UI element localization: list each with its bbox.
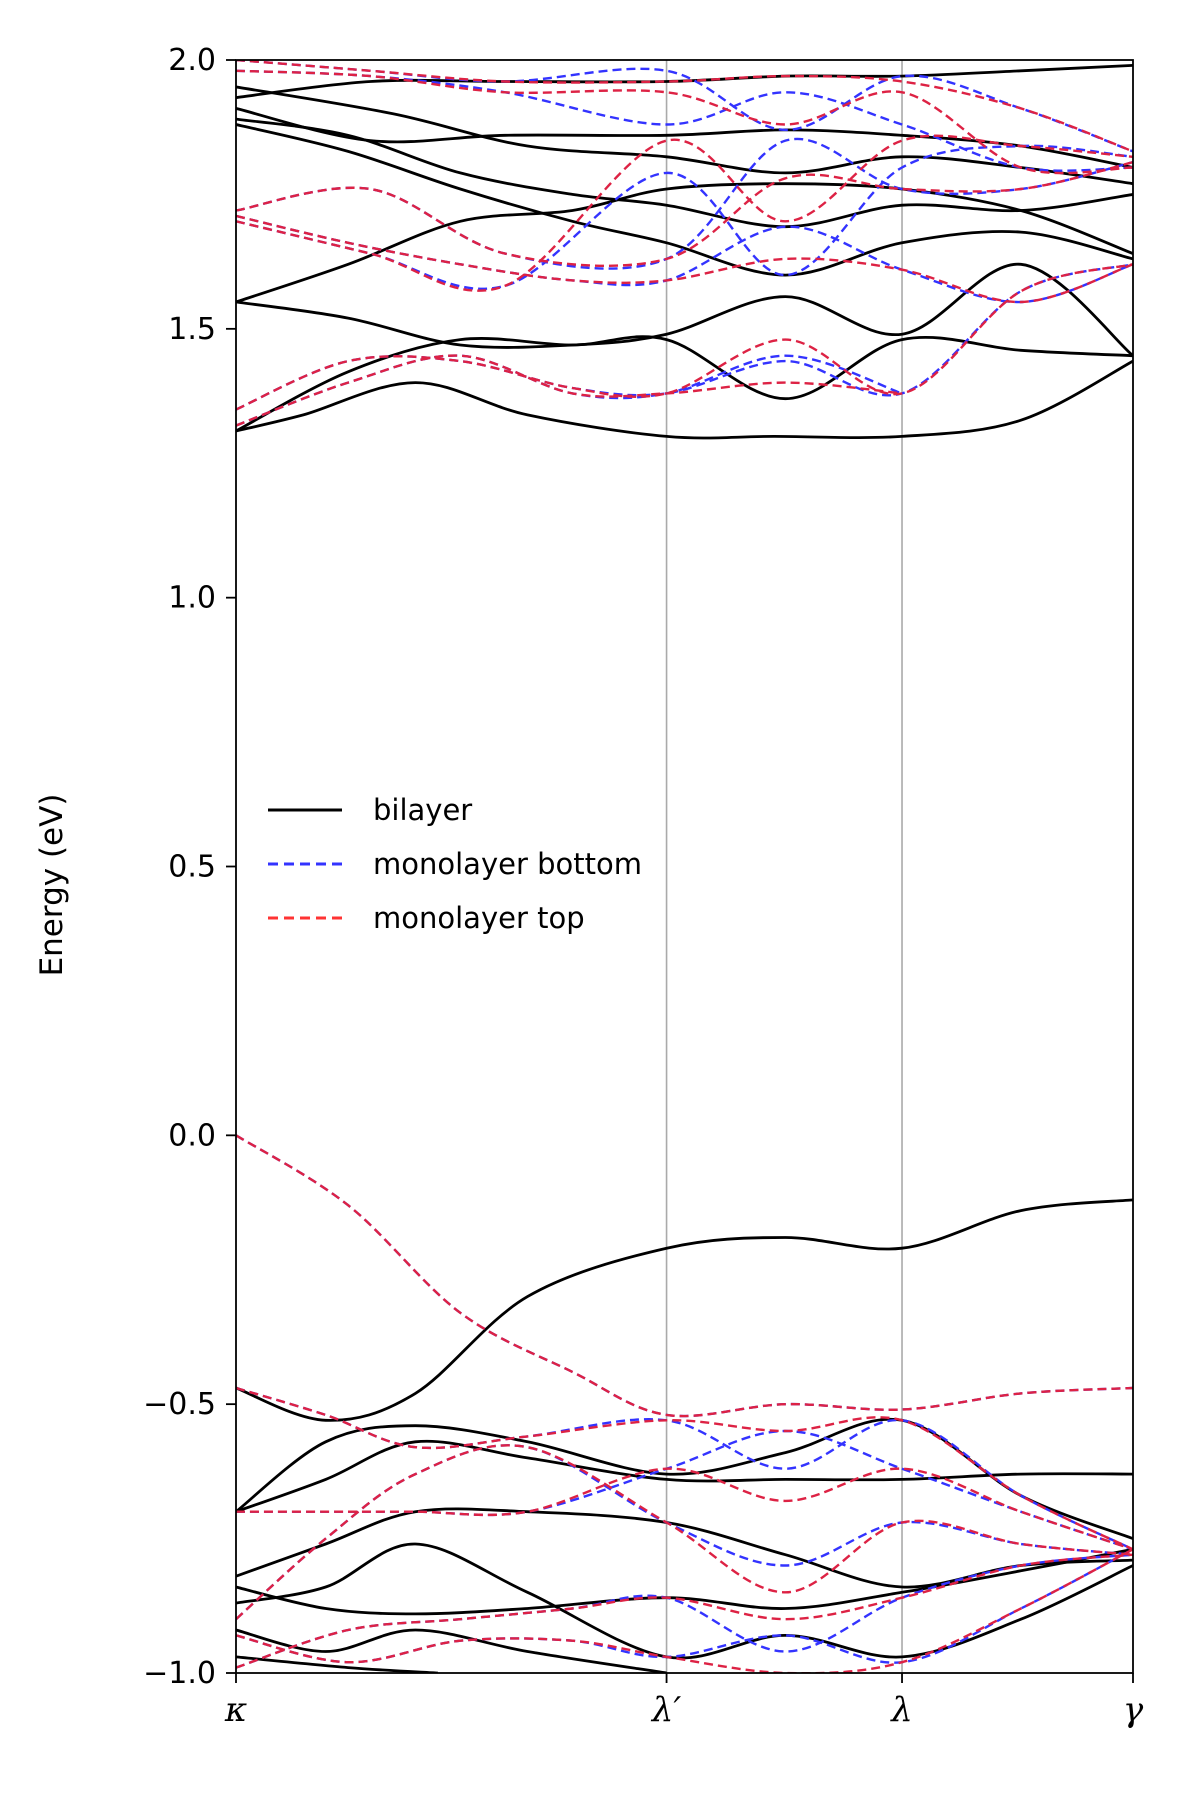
y-tick-label-5: −0.5	[143, 1387, 216, 1422]
y-ticks: 2.0 1.5 1.0 0.5 0.0 −0.5 −1.0	[143, 43, 236, 1691]
high-symmetry-lines	[665, 60, 903, 1673]
band-monolayer-bottom-6	[236, 60, 1133, 153]
band-bilayer-0	[236, 359, 1133, 440]
band-monolayer-top-11	[236, 1553, 1133, 1669]
band-bilayer-2	[236, 262, 1133, 357]
band-monolayer-top-12	[236, 1548, 1133, 1673]
band-bilayer-8	[236, 85, 1133, 186]
x-tick-label-0: κ	[224, 1690, 247, 1730]
y-tick-label-0: 2.0	[168, 43, 216, 78]
band-bilayer-6	[236, 107, 1133, 169]
legend-label-0: bilayer	[373, 793, 472, 827]
y-tick-label-3: 0.5	[168, 850, 216, 885]
y-axis-title: Energy (eV)	[34, 794, 70, 977]
band-lines	[236, 60, 1133, 1673]
band-bilayer-5	[236, 117, 1133, 229]
band-bilayer-4	[236, 123, 1133, 277]
y-tick-label-6: −1.0	[143, 1656, 216, 1691]
x-tick-label-3: γ	[1123, 1690, 1144, 1730]
series-monolayer-top	[236, 60, 1133, 1673]
legend-label-1: monolayer bottom	[373, 847, 642, 881]
band-monolayer-top-0	[236, 263, 1133, 411]
y-tick-label-4: 0.0	[168, 1118, 216, 1153]
band-monolayer-top-3	[236, 161, 1133, 268]
band-monolayer-top-7	[236, 1134, 1133, 1418]
band-bilayer-10	[236, 1439, 1133, 1514]
band-bilayer-15	[236, 1628, 667, 1673]
band-bilayer-1	[236, 335, 1133, 433]
band-bilayer-7	[236, 64, 1133, 99]
band-bilayer-9	[236, 1198, 1133, 1422]
x-tick-label-1: λ′	[650, 1690, 682, 1730]
band-monolayer-bottom-4	[236, 144, 1133, 291]
band-monolayer-top-8	[236, 1386, 1133, 1551]
band-monolayer-top-6	[236, 60, 1133, 153]
band-monolayer-top-5	[236, 69, 1133, 175]
y-tick-label-1: 1.5	[168, 312, 216, 347]
band-monolayer-top-10	[236, 1444, 1133, 1621]
y-tick-label-2: 1.0	[168, 581, 216, 616]
x-ticks: κ λ′ λ γ	[224, 1673, 1144, 1730]
band-monolayer-top-2	[236, 214, 1133, 304]
band-bilayer-16	[236, 1655, 438, 1673]
band-monolayer-top-1	[236, 354, 903, 427]
band-monolayer-top-9	[236, 1467, 1133, 1551]
legend: bilayer monolayer bottom monolayer top	[268, 793, 642, 935]
legend-label-2: monolayer top	[373, 901, 585, 935]
x-tick-label-2: λ	[889, 1690, 913, 1730]
band-bilayer-3	[236, 182, 1133, 304]
